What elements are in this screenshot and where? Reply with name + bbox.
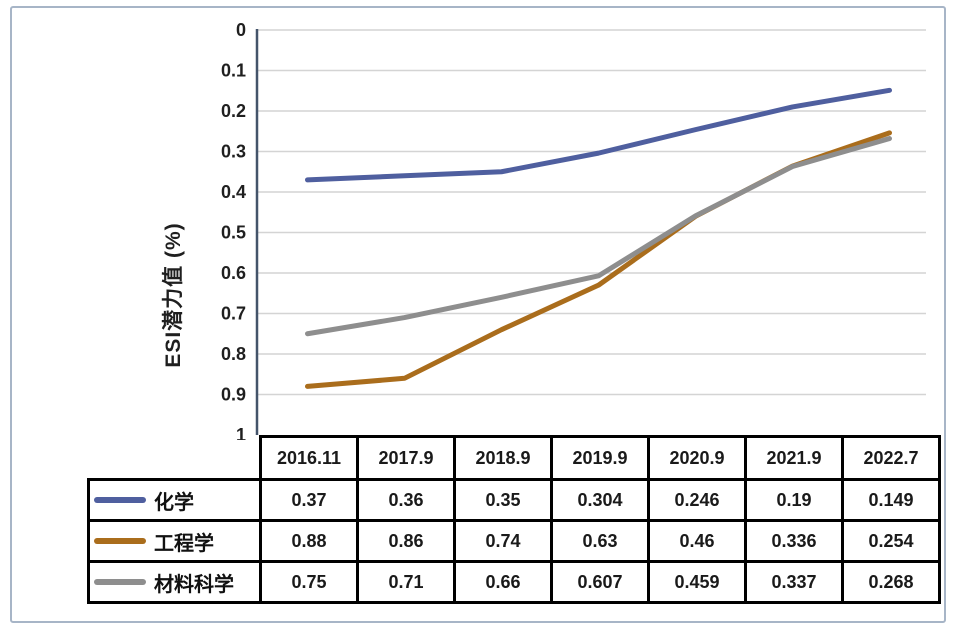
legend-line-swatch <box>94 497 146 503</box>
col-header: 2017.9 <box>356 435 456 481</box>
table-corner-blank <box>89 437 261 480</box>
table-row-engineering: 工程学 0.88 0.86 0.74 0.63 0.46 0.336 0.254 <box>87 519 941 563</box>
table-cell: 0.66 <box>453 560 553 604</box>
y-tick-label: 0 <box>236 20 246 40</box>
table-cell: 0.63 <box>550 519 650 563</box>
table-cell: 0.246 <box>647 478 747 522</box>
series-line-材料科学 <box>305 136 892 337</box>
series-line-化学 <box>305 87 892 183</box>
y-tick-label: 0.8 <box>221 344 246 364</box>
series-lines <box>305 87 892 389</box>
table-cell: 0.71 <box>356 560 456 604</box>
line-chart: 0 0.1 0.2 0.3 0.4 0.5 0.6 0.7 0.8 0.9 1 <box>221 20 926 440</box>
table-cell: 0.304 <box>550 478 650 522</box>
y-axis-tick-labels: 0 0.1 0.2 0.3 0.4 0.5 0.6 0.7 0.8 0.9 1 <box>221 20 246 440</box>
y-tick-label: 0.5 <box>221 223 246 243</box>
table-cell: 0.19 <box>744 478 844 522</box>
table-cell: 0.36 <box>356 478 456 522</box>
y-tick-label: 0.1 <box>221 61 246 81</box>
col-header: 2016.11 <box>259 435 359 481</box>
series-label: 材料科学 <box>154 573 234 596</box>
table-cell: 0.268 <box>841 560 941 604</box>
table-cell: 0.35 <box>453 478 553 522</box>
col-header: 2020.9 <box>647 435 747 481</box>
col-header: 2021.9 <box>744 435 844 481</box>
table-cell: 0.46 <box>647 519 747 563</box>
table-row-materials: 材料科学 0.75 0.71 0.66 0.607 0.459 0.337 0.… <box>87 560 941 604</box>
col-header: 2022.7 <box>841 435 941 481</box>
data-table: 2016.11 2017.9 2018.9 2019.9 2020.9 2021… <box>87 435 941 604</box>
y-tick-label: 0.7 <box>221 304 246 324</box>
series-line-工程学 <box>305 130 892 389</box>
col-header: 2018.9 <box>453 435 553 481</box>
y-tick-label: 0.9 <box>221 385 246 405</box>
legend-cell: 化学 <box>87 478 262 522</box>
table-cell: 0.607 <box>550 560 650 604</box>
table-cell: 0.75 <box>259 560 359 604</box>
table-cell: 0.88 <box>259 519 359 563</box>
series-label: 化学 <box>154 491 194 514</box>
y-tick-label: 0.6 <box>221 263 246 283</box>
legend-cell: 工程学 <box>87 519 262 563</box>
y-tick-label: 1 <box>236 425 246 440</box>
col-header: 2019.9 <box>550 435 650 481</box>
table-row-chemistry: 化学 0.37 0.36 0.35 0.304 0.246 0.19 0.149 <box>87 478 941 522</box>
table-cell: 0.74 <box>453 519 553 563</box>
table-cell: 0.86 <box>356 519 456 563</box>
legend-line-swatch <box>94 538 146 544</box>
legend-cell: 材料科学 <box>87 560 262 604</box>
legend-line-swatch <box>94 579 146 585</box>
table-cell: 0.336 <box>744 519 844 563</box>
table-cell: 0.337 <box>744 560 844 604</box>
series-label: 工程学 <box>154 532 214 555</box>
table-cell: 0.459 <box>647 560 747 604</box>
table-cell: 0.37 <box>259 478 359 522</box>
table-header-row: 2016.11 2017.9 2018.9 2019.9 2020.9 2021… <box>89 435 941 481</box>
y-tick-label: 0.2 <box>221 101 246 121</box>
y-tick-label: 0.3 <box>221 142 246 162</box>
table-cell: 0.254 <box>841 519 941 563</box>
gridlines <box>257 29 926 396</box>
y-tick-label: 0.4 <box>221 182 246 202</box>
table-cell: 0.149 <box>841 478 941 522</box>
